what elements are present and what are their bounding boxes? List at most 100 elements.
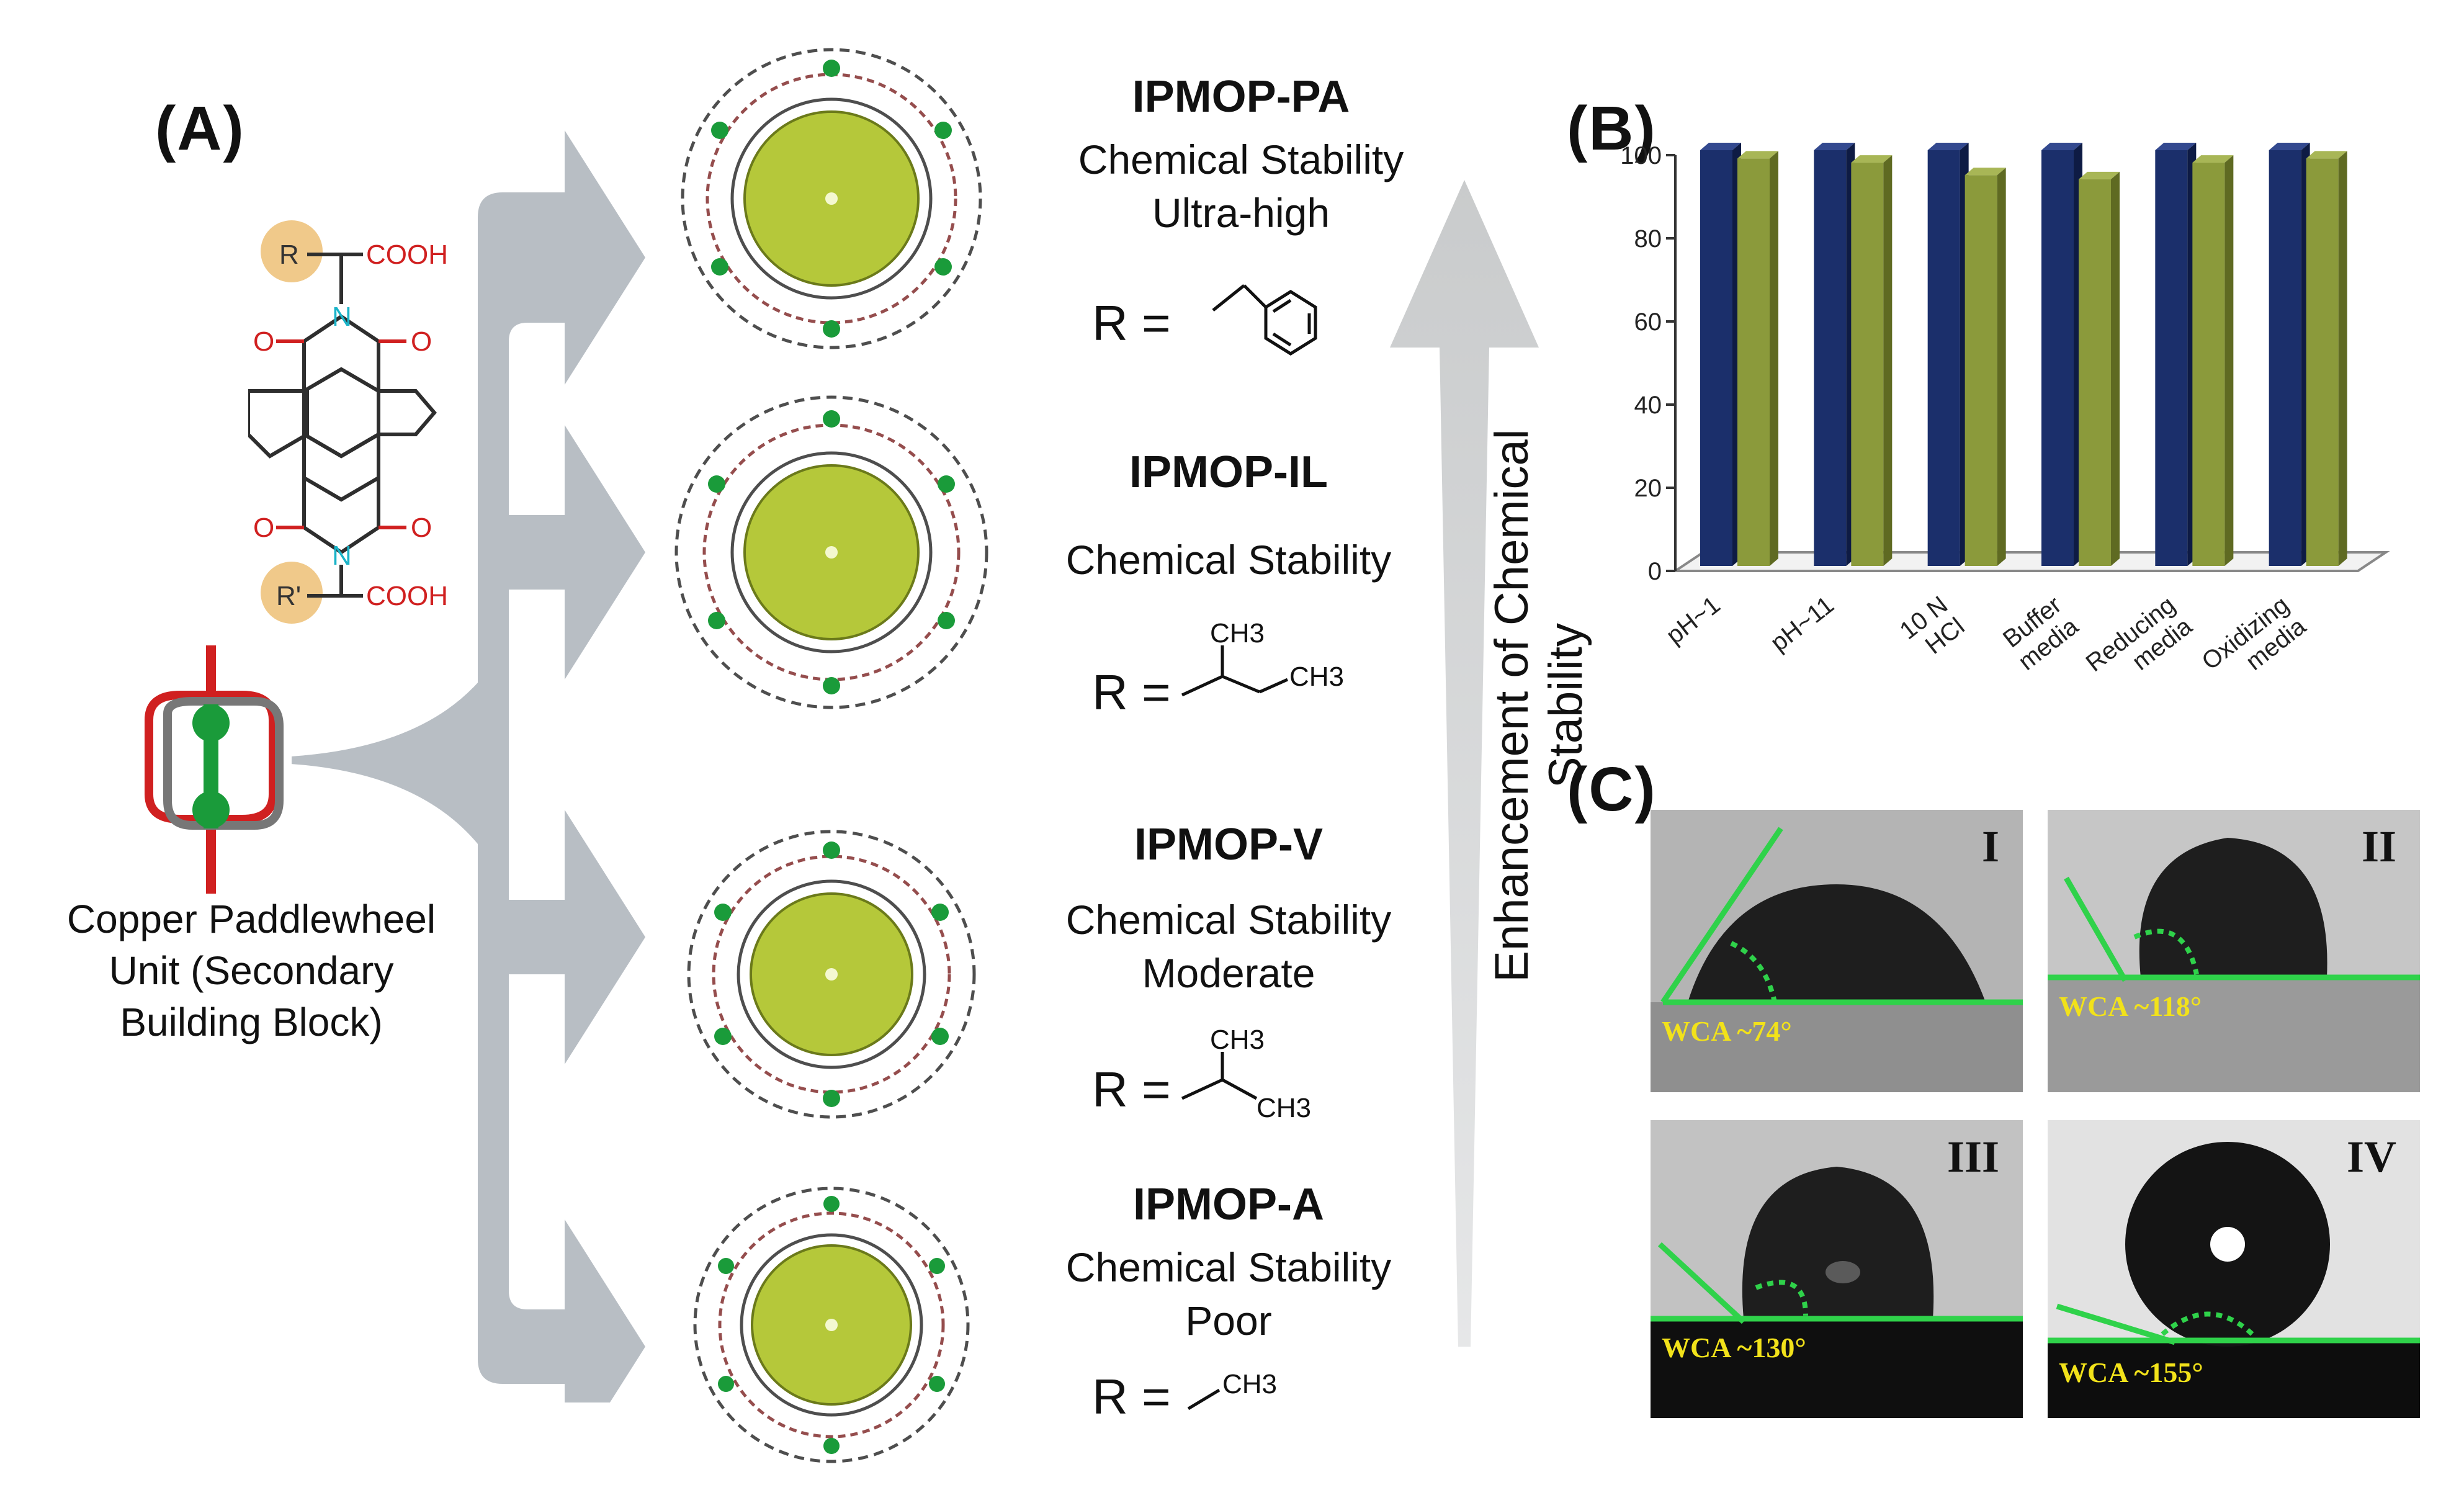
linker-acid-top: COOH bbox=[366, 240, 448, 270]
isobutyl-ch3-1: CH3 bbox=[1210, 618, 1265, 649]
chart-bar-top bbox=[2079, 171, 2120, 179]
chart-bar bbox=[2192, 163, 2225, 567]
y-tick-label: 100 bbox=[1620, 142, 1662, 169]
y-tick-label: 80 bbox=[1634, 225, 1662, 253]
chart-bar-side bbox=[2111, 171, 2120, 566]
wca-roman-2: II bbox=[2361, 822, 2396, 871]
x-category-label: pH~1 bbox=[1661, 591, 1725, 649]
chart-bar bbox=[2269, 150, 2301, 566]
mop-cage-il bbox=[674, 395, 988, 709]
chart-bar bbox=[1700, 150, 1732, 566]
r-bottom-highlight bbox=[261, 562, 323, 624]
wca-photo-4: IV WCA ~155° bbox=[2048, 1120, 2420, 1418]
wca-label-1: WCA ~74° bbox=[1662, 1015, 1792, 1047]
mop-pa-name: IPMOP-PA bbox=[1132, 72, 1350, 122]
chart-bar bbox=[1927, 150, 1960, 566]
chart-bar bbox=[2306, 158, 2339, 566]
isopropyl-ch3-1: CH3 bbox=[1210, 1025, 1265, 1055]
wca-drop-4 bbox=[2048, 1120, 2420, 1418]
chart-bar-side bbox=[1883, 155, 1893, 567]
linker-r-top: R bbox=[279, 240, 299, 270]
y-tick-label: 0 bbox=[1648, 558, 1662, 585]
mop-v-r-label: R = bbox=[1092, 1062, 1171, 1117]
copper-paddlewheel-graphic bbox=[145, 645, 284, 894]
wca-label-3: WCA ~130° bbox=[1662, 1332, 1806, 1363]
y-tick-label: 20 bbox=[1634, 475, 1662, 502]
wca-roman-3: III bbox=[1947, 1132, 1999, 1182]
chart-bar bbox=[2079, 179, 2111, 566]
chart-bars bbox=[1700, 143, 2347, 567]
mop-a-stability-line-2: Poor bbox=[1185, 1297, 1272, 1344]
mop-v-stability-line-1: Chemical Stability bbox=[1065, 897, 1392, 943]
mop-il-stability: Chemical Stability bbox=[1030, 534, 1427, 587]
wca-drop-3 bbox=[1651, 1120, 2023, 1418]
paddlewheel-label-line-2: Unit (Secondary bbox=[109, 948, 394, 994]
wca-photo-2: II WCA ~118° bbox=[2048, 810, 2420, 1092]
isobutyl-group-structure: CH3 CH3 bbox=[1181, 618, 1344, 697]
chart-bar-top bbox=[2155, 143, 2197, 150]
methyl-ch3: CH3 bbox=[1222, 1369, 1277, 1399]
wca-drop-2 bbox=[2048, 810, 2420, 1092]
wca-photo-1: I WCA ~74° bbox=[1651, 810, 2023, 1092]
paddlewheel-label: Copper Paddlewheel Unit (Secondary Build… bbox=[37, 894, 465, 1049]
mop-il-r-label: R = bbox=[1092, 665, 1171, 720]
enhancement-arrow bbox=[1390, 180, 1539, 1347]
wca-photo-3: III WCA ~130° bbox=[1651, 1120, 2023, 1418]
chart-bar-top bbox=[1700, 143, 1741, 150]
r-top-highlight bbox=[261, 220, 323, 282]
panel-a-label: (A) bbox=[155, 94, 245, 163]
chart-bar-top bbox=[1814, 143, 1855, 150]
wca-roman-1: I bbox=[1981, 822, 1999, 871]
chart-bar bbox=[1737, 158, 1770, 566]
x-category-label: pH~11 bbox=[1765, 591, 1839, 657]
linker-o-1: O bbox=[253, 326, 274, 357]
branching-arrow-graphic bbox=[292, 130, 645, 1402]
x-category-label-line: pH~1 bbox=[1661, 591, 1725, 649]
wca-roman-4: IV bbox=[2346, 1132, 2396, 1182]
benzyl-group-structure bbox=[1212, 284, 1317, 356]
mop-cage-v bbox=[687, 830, 976, 1119]
chart-bar-top bbox=[1964, 168, 2006, 176]
mop-cage-a bbox=[693, 1187, 970, 1463]
linker-o-4: O bbox=[411, 513, 432, 543]
mop-v-stability: Chemical Stability Moderate bbox=[1030, 894, 1427, 1000]
mop-pa-r-label: R = bbox=[1092, 295, 1171, 351]
mop-pa-stability-line-2: Ultra-high bbox=[1152, 189, 1330, 236]
linker-o-2: O bbox=[411, 326, 432, 357]
y-tick-label: 60 bbox=[1634, 308, 1662, 336]
enhancement-label: Enhancement of Chemical Stability bbox=[1485, 429, 1592, 982]
linker-o-3: O bbox=[253, 513, 274, 543]
mop-il-name: IPMOP-IL bbox=[1129, 447, 1328, 497]
linker-n-bottom: N bbox=[332, 541, 352, 571]
chart-bar bbox=[1964, 175, 1997, 566]
mop-pa-stability: Chemical Stability Ultra-high bbox=[1042, 133, 1440, 240]
panel-c-label: (C) bbox=[1567, 755, 1657, 824]
linker-r-bottom: R' bbox=[276, 581, 301, 611]
paddlewheel-label-line-1: Copper Paddlewheel bbox=[66, 897, 436, 941]
wca-label-4: WCA ~155° bbox=[2059, 1357, 2203, 1388]
chart-bar-side bbox=[2338, 151, 2347, 566]
y-tick-label: 40 bbox=[1634, 392, 1662, 419]
mop-il-stability-line-1: Chemical Stability bbox=[1065, 537, 1392, 583]
chart-bar-top bbox=[2269, 143, 2310, 150]
mop-a-stability: Chemical Stability Poor bbox=[1030, 1241, 1427, 1348]
chart-y-ticks: 0 20 40 60 80 100 bbox=[1620, 142, 1675, 585]
chart-bar-top bbox=[1927, 143, 1969, 150]
mop-cage-pa bbox=[681, 48, 982, 349]
methyl-group-structure: CH3 bbox=[1187, 1369, 1277, 1411]
mop-v-name: IPMOP-V bbox=[1134, 820, 1324, 869]
mop-pa-stability-line-1: Chemical Stability bbox=[1078, 137, 1404, 182]
mop-a-name: IPMOP-A bbox=[1132, 1180, 1324, 1229]
chart-bar-side bbox=[1770, 151, 1778, 566]
linker-acid-bottom: COOH bbox=[366, 581, 448, 611]
chart-bar bbox=[2041, 150, 2074, 566]
chart-bar-top bbox=[1737, 151, 1778, 159]
isobutyl-ch3-2: CH3 bbox=[1289, 662, 1344, 692]
chart-bar-top bbox=[1851, 155, 1893, 163]
mop-a-stability-line-1: Chemical Stability bbox=[1065, 1244, 1392, 1290]
